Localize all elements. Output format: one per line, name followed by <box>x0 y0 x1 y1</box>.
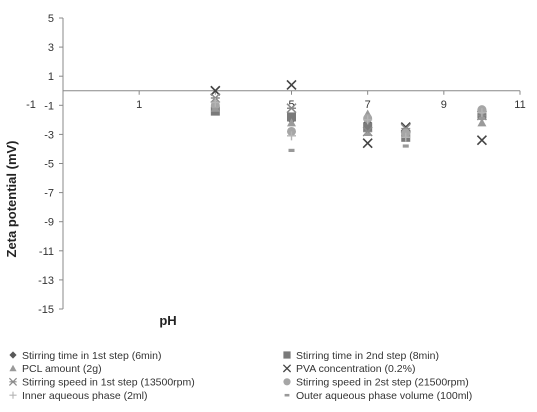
x-tick-label: 9 <box>441 99 447 111</box>
y-tick-label: 1 <box>48 71 54 83</box>
legend-marker <box>9 351 17 359</box>
data-point <box>210 97 220 107</box>
data-point <box>364 132 371 136</box>
y-axis-title: Zeta potential (mV) <box>4 140 19 257</box>
legend-marker <box>9 391 17 399</box>
data-point <box>477 108 487 118</box>
legend-marker <box>284 393 290 397</box>
data-point <box>287 118 296 127</box>
y-tick-label: -13 <box>38 275 54 287</box>
data-point <box>212 108 219 112</box>
legend-label: Inner aqueous phase (2ml) <box>22 390 148 402</box>
legend-label: PCL amount (2g) <box>22 363 102 375</box>
data-point <box>287 112 296 122</box>
y-tick-label: -5 <box>44 159 54 171</box>
legend-label: Stirring time in 1st step (6min) <box>22 350 161 362</box>
data-point <box>476 135 487 146</box>
y-tick-label: -1 <box>44 100 54 112</box>
legend-item: Stirring time in 2nd step (8min) <box>283 350 439 362</box>
y-tick-label: 5 <box>48 13 54 25</box>
data-point <box>401 132 411 142</box>
legend-marker <box>9 364 17 372</box>
data-point <box>288 148 295 153</box>
data-point <box>402 144 409 148</box>
data-point <box>286 79 297 90</box>
x-tick-label: -1 <box>26 99 36 111</box>
legend-label: PVA concentration (0.2%) <box>296 363 415 375</box>
data-point <box>363 122 373 132</box>
data-point <box>286 103 297 114</box>
y-tick-label: -9 <box>44 217 54 229</box>
legend-label: Outer aqueous phase volume (100ml) <box>296 390 472 402</box>
y-tick-label: 3 <box>48 42 54 54</box>
y-tick-label: -15 <box>38 304 54 316</box>
y-tick-label: -11 <box>39 246 54 258</box>
legend-label: Stirring speed in 2st step (21500rpm) <box>296 377 469 389</box>
chart-legend: Stirring time in 1st step (6min) Stirring… <box>8 350 472 402</box>
data-points <box>210 79 487 153</box>
legend-item: Stirring speed in 2st step (21500rpm) <box>283 377 469 389</box>
data-point <box>362 138 373 149</box>
data-point <box>477 118 487 127</box>
x-tick-label: 5 <box>288 99 294 111</box>
y-tick-label: -3 <box>44 129 54 141</box>
data-point <box>287 131 296 141</box>
x-tick-label: 11 <box>514 99 525 111</box>
legend-marker <box>283 378 291 386</box>
legend-item: Outer aqueous phase volume (100ml) <box>284 390 472 402</box>
legend-item: Stirring time in 1st step (6min) <box>9 350 161 362</box>
x-tick-label: 1 <box>136 99 142 111</box>
legend-item: Inner aqueous phase (2ml) <box>9 390 148 402</box>
x-axis-title: pH <box>159 313 176 328</box>
legend-item: PVA concentration (0.2%) <box>282 363 415 375</box>
data-point <box>210 85 221 96</box>
legend-marker <box>283 351 291 359</box>
legend-marker <box>282 364 292 373</box>
legend-label: Stirring speed in 1st step (13500rpm) <box>22 377 195 389</box>
tick-labels: 531-1-3-5-7-9-11-13-15-11357911 <box>26 13 526 316</box>
legend-item: PCL amount (2g) <box>9 363 102 375</box>
x-tick-label: 7 <box>365 99 371 111</box>
chart-axes <box>59 17 521 310</box>
data-point <box>478 116 485 120</box>
legend-item: Stirring speed in 1st step (13500rpm) <box>8 377 195 389</box>
data-point <box>363 115 373 125</box>
legend-marker <box>8 377 18 386</box>
legend-label: Stirring time in 2nd step (8min) <box>296 350 439 362</box>
y-tick-label: -7 <box>44 188 54 200</box>
